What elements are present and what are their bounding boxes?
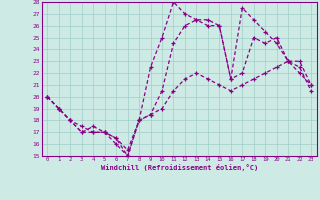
X-axis label: Windchill (Refroidissement éolien,°C): Windchill (Refroidissement éolien,°C) xyxy=(100,164,258,171)
